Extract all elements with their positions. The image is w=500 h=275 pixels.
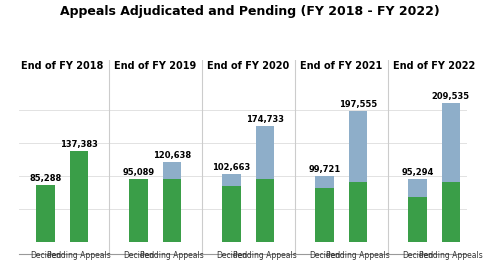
Text: 95,089: 95,089 <box>122 168 154 177</box>
Text: 137,383: 137,383 <box>60 140 98 149</box>
Text: Pending Appeals: Pending Appeals <box>233 251 296 260</box>
Bar <box>442 103 460 182</box>
Bar <box>348 182 367 242</box>
Bar <box>222 186 240 242</box>
Text: End of FY 2021: End of FY 2021 <box>300 60 382 71</box>
Bar <box>256 179 274 242</box>
Bar <box>70 151 88 242</box>
Bar <box>316 176 334 188</box>
Bar <box>442 182 460 242</box>
Text: End of FY 2018: End of FY 2018 <box>21 60 103 71</box>
Text: Pending Appeals: Pending Appeals <box>326 251 390 260</box>
Bar <box>162 179 181 242</box>
Text: 85,288: 85,288 <box>30 174 62 183</box>
Bar <box>408 179 427 197</box>
Text: 209,535: 209,535 <box>432 92 470 101</box>
Bar <box>36 185 54 242</box>
Text: Decided: Decided <box>216 251 247 260</box>
Bar <box>316 188 334 242</box>
Text: 102,663: 102,663 <box>212 163 250 172</box>
Bar <box>162 162 181 179</box>
Text: Decided: Decided <box>402 251 434 260</box>
Text: End of FY 2022: End of FY 2022 <box>393 60 475 71</box>
Text: Pending Appeals: Pending Appeals <box>419 251 482 260</box>
Text: End of FY 2019: End of FY 2019 <box>114 60 196 71</box>
Text: End of FY 2020: End of FY 2020 <box>207 60 290 71</box>
Text: Decided: Decided <box>30 251 61 260</box>
Text: 174,733: 174,733 <box>246 116 284 124</box>
Text: Appeals Adjudicated and Pending (FY 2018 - FY 2022): Appeals Adjudicated and Pending (FY 2018… <box>60 6 440 18</box>
Text: Pending Appeals: Pending Appeals <box>140 251 203 260</box>
Text: 197,555: 197,555 <box>338 100 377 109</box>
Bar <box>130 179 148 242</box>
Text: Decided: Decided <box>309 251 340 260</box>
Text: 99,721: 99,721 <box>308 165 340 174</box>
Text: Pending Appeals: Pending Appeals <box>47 251 110 260</box>
Bar <box>348 111 367 182</box>
Text: Decided: Decided <box>123 251 154 260</box>
Text: 95,294: 95,294 <box>402 168 434 177</box>
Bar <box>222 174 240 186</box>
Bar <box>408 197 427 242</box>
Text: 120,638: 120,638 <box>152 151 191 160</box>
Bar <box>256 126 274 179</box>
